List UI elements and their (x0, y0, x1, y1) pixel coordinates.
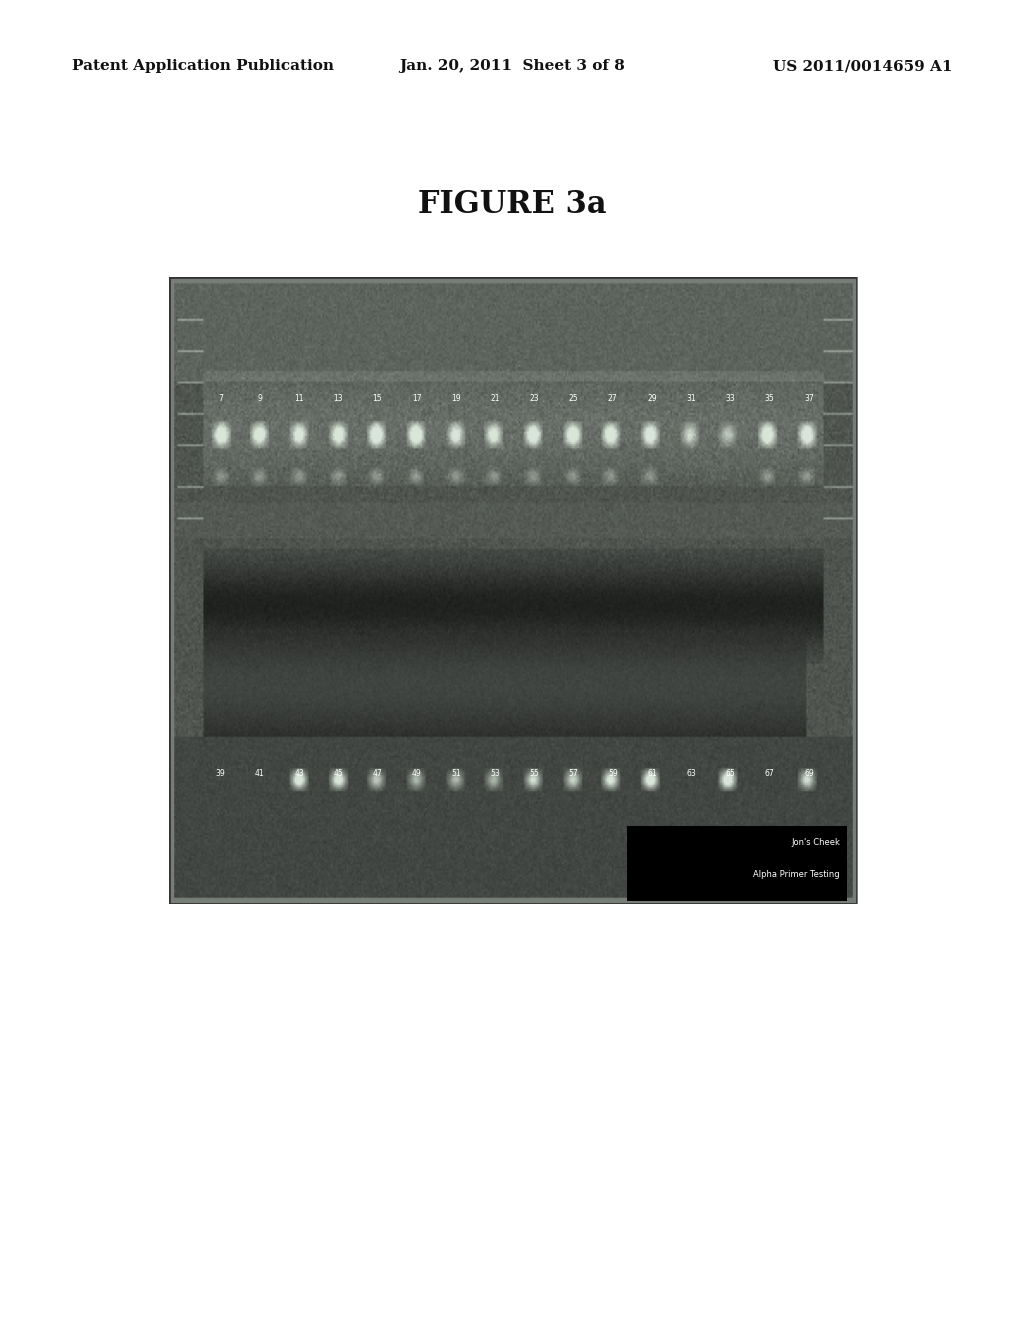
Text: 9: 9 (257, 393, 262, 403)
Text: 47: 47 (373, 770, 382, 779)
Text: 65: 65 (726, 770, 735, 779)
Text: Jon's Cheek: Jon's Cheek (791, 838, 840, 847)
Text: 49: 49 (412, 770, 422, 779)
Text: 7: 7 (218, 393, 223, 403)
Text: 15: 15 (373, 393, 382, 403)
Text: Jan. 20, 2011  Sheet 3 of 8: Jan. 20, 2011 Sheet 3 of 8 (399, 59, 625, 74)
Text: 23: 23 (529, 393, 540, 403)
Text: 31: 31 (686, 393, 696, 403)
Text: FIGURE 3a: FIGURE 3a (418, 189, 606, 220)
Text: 21: 21 (490, 393, 500, 403)
Text: 17: 17 (412, 393, 422, 403)
Text: 35: 35 (765, 393, 774, 403)
Text: 59: 59 (608, 770, 617, 779)
Text: 69: 69 (804, 770, 814, 779)
Text: 13: 13 (334, 393, 343, 403)
Text: 51: 51 (452, 770, 461, 779)
Text: 61: 61 (647, 770, 656, 779)
Text: 53: 53 (490, 770, 500, 779)
Text: 19: 19 (452, 393, 461, 403)
Text: 33: 33 (726, 393, 735, 403)
Text: 41: 41 (255, 770, 264, 779)
FancyBboxPatch shape (627, 826, 847, 902)
Text: 67: 67 (765, 770, 774, 779)
Text: 27: 27 (608, 393, 617, 403)
Text: 55: 55 (529, 770, 540, 779)
Text: 43: 43 (294, 770, 304, 779)
Text: 25: 25 (568, 393, 579, 403)
Text: Alpha Primer Testing: Alpha Primer Testing (754, 870, 840, 879)
Text: 37: 37 (804, 393, 814, 403)
Text: 11: 11 (294, 393, 304, 403)
Text: 39: 39 (216, 770, 225, 779)
Text: 63: 63 (686, 770, 696, 779)
Text: 29: 29 (647, 393, 656, 403)
Text: Patent Application Publication: Patent Application Publication (72, 59, 334, 74)
Text: US 2011/0014659 A1: US 2011/0014659 A1 (773, 59, 952, 74)
Text: 57: 57 (568, 770, 579, 779)
Text: 45: 45 (334, 770, 343, 779)
